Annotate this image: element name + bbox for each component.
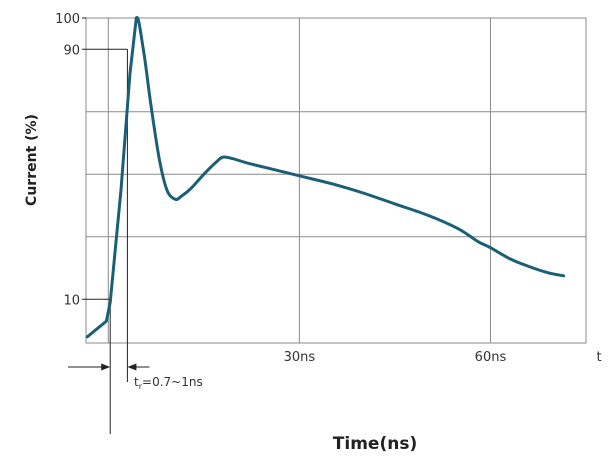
y-tick-label-1: 90 bbox=[63, 43, 80, 58]
series bbox=[85, 16, 566, 339]
x-axis-end-label: t bbox=[596, 350, 601, 365]
y-axis-ticks: 100 90 10 bbox=[55, 12, 86, 308]
y-tick-label-2: 10 bbox=[63, 293, 80, 308]
rise-arrow-left-head bbox=[101, 363, 111, 371]
rise-arrow-right-head bbox=[127, 363, 137, 371]
x-tick-label-1: 60ns bbox=[475, 350, 507, 365]
rise-time-annotation: tr=0.7~1ns bbox=[134, 375, 203, 391]
chart-grid bbox=[85, 17, 587, 344]
y-tick-label-0: 100 bbox=[55, 12, 80, 27]
series-line-0 bbox=[85, 16, 566, 339]
x-axis-ticks: 30ns 60ns bbox=[284, 350, 507, 365]
rise-time-label: tr=0.7~1ns bbox=[134, 375, 203, 391]
plot-frame bbox=[85, 17, 587, 344]
x-tick-label-0: 30ns bbox=[284, 350, 316, 365]
x-axis-label: Time(ns) bbox=[333, 434, 417, 454]
y-axis-label: Current (%) bbox=[24, 114, 40, 206]
